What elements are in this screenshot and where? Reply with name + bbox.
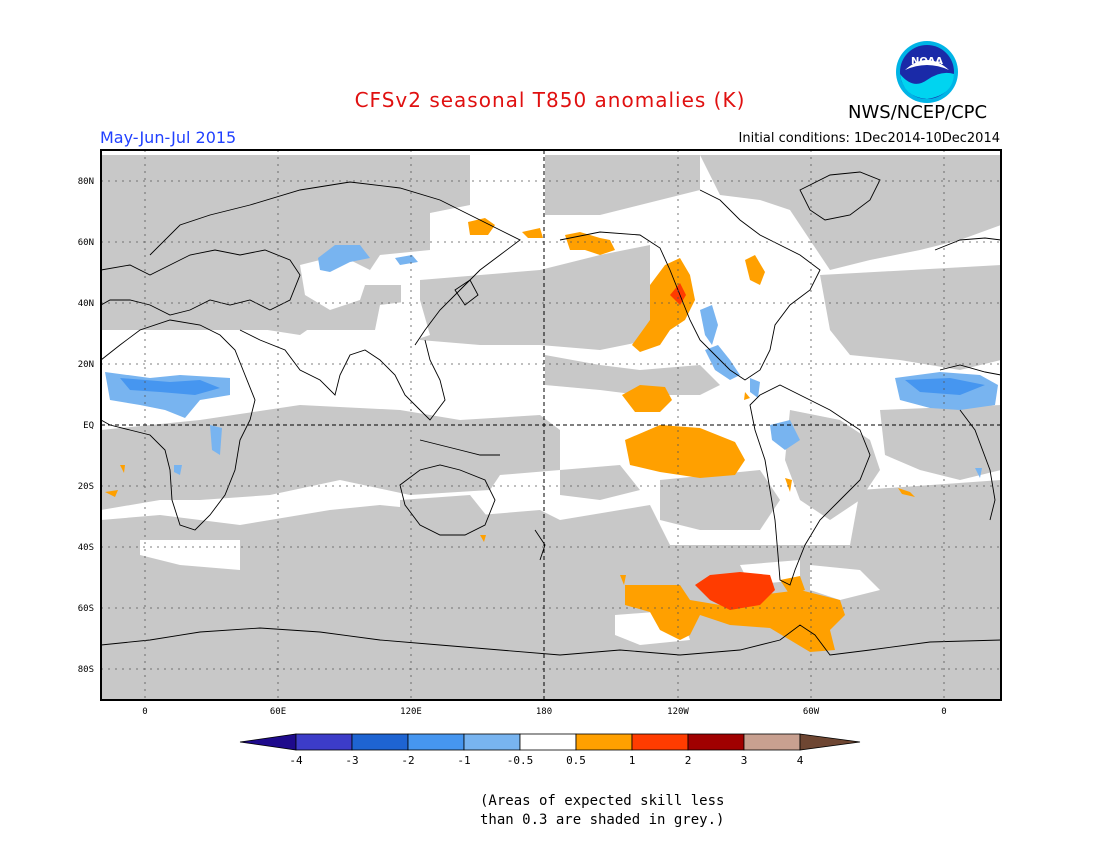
svg-text:-4: -4	[289, 754, 303, 767]
colorbar-min-arrow	[239, 733, 297, 751]
agency-label: NWS/NCEP/CPC	[848, 102, 988, 123]
svg-text:0.5: 0.5	[566, 754, 586, 767]
skill-note-line1: (Areas of expected skill less	[480, 793, 725, 809]
colorbar-bin	[351, 733, 409, 751]
colorbar-bin	[743, 733, 801, 751]
svg-text:-3: -3	[345, 754, 358, 767]
svg-text:-0.5: -0.5	[507, 754, 534, 767]
colorbar-bin	[463, 733, 521, 751]
svg-text:60W: 60W	[803, 707, 820, 717]
colorbar-bin	[631, 733, 689, 751]
svg-text:2: 2	[685, 754, 692, 767]
graticule	[101, 150, 1001, 700]
svg-text:40N: 40N	[78, 299, 94, 309]
noaa-logo: NOAA	[896, 41, 958, 103]
colorbar-bin	[687, 733, 745, 751]
svg-text:40S: 40S	[78, 543, 94, 553]
initial-conditions: Initial conditions: 1Dec2014-10Dec2014	[738, 131, 1000, 146]
latitude-labels: 80N 60N 40N 20N EQ 20S 40S 60S 80S	[78, 177, 94, 675]
map-frame	[100, 149, 1002, 701]
equator-dateline	[101, 150, 1001, 700]
svg-text:1: 1	[629, 754, 636, 767]
svg-text:60S: 60S	[78, 604, 94, 614]
svg-text:0: 0	[142, 707, 147, 717]
svg-text:80S: 80S	[78, 665, 94, 675]
svg-text:-2: -2	[401, 754, 414, 767]
svg-text:NOAA: NOAA	[911, 56, 943, 67]
svg-text:120W: 120W	[667, 707, 689, 717]
svg-text:4: 4	[797, 754, 804, 767]
colorbar-bin	[519, 733, 577, 751]
svg-text:3: 3	[741, 754, 748, 767]
colorbar-labels: -4 -3 -2 -1 -0.5 0.5 1 2 3 4	[289, 754, 803, 767]
colorbar-max-arrow	[799, 733, 861, 751]
colorbar-bin	[407, 733, 465, 751]
svg-text:60N: 60N	[78, 238, 94, 248]
colorbar-bin	[575, 733, 633, 751]
skill-note: (Areas of expected skill less than 0.3 a…	[480, 792, 724, 830]
svg-text:180: 180	[536, 707, 552, 717]
svg-text:-1: -1	[457, 754, 470, 767]
map-title: CFSv2 seasonal T850 anomalies (K)	[354, 88, 746, 112]
positive-anomalies	[105, 218, 915, 652]
skill-note-line2: than 0.3 are shaded in grey.)	[480, 812, 725, 828]
longitude-labels: 0 60E 120E 180 120W 60W 0	[142, 707, 946, 717]
svg-text:60E: 60E	[270, 707, 286, 717]
colorbar-bin	[295, 733, 353, 751]
svg-text:20N: 20N	[78, 360, 94, 370]
svg-text:0: 0	[941, 707, 946, 717]
svg-text:EQ: EQ	[83, 421, 94, 431]
svg-text:80N: 80N	[78, 177, 94, 187]
svg-text:20S: 20S	[78, 482, 94, 492]
svg-text:120E: 120E	[400, 707, 422, 717]
forecast-period: May-Jun-Jul 2015	[100, 128, 237, 147]
